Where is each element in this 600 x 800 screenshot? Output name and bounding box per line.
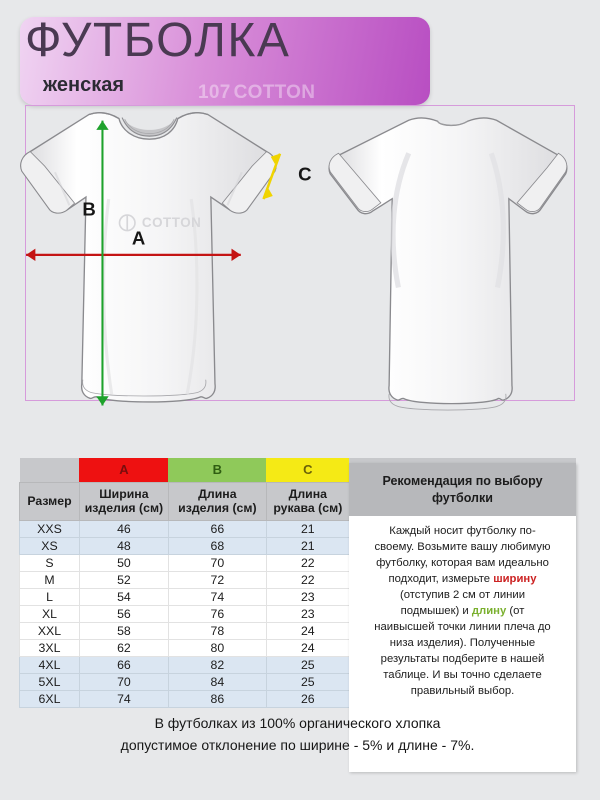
svg-text:B: B	[82, 199, 95, 220]
svg-text:A: A	[132, 228, 145, 249]
svg-text:COTTON: COTTON	[142, 215, 201, 230]
